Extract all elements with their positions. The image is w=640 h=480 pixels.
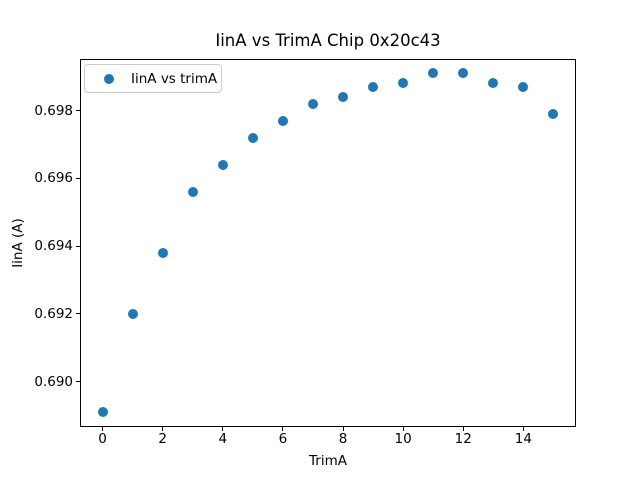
y-tick-label: 0.694 (34, 238, 73, 255)
scatter-point (548, 108, 559, 119)
x-tick (222, 427, 224, 431)
scatter-point (157, 247, 168, 258)
y-tick (76, 245, 80, 247)
y-tick-label: 0.698 (34, 102, 73, 119)
scatter-point (518, 81, 529, 92)
scatter-point (127, 308, 138, 319)
scatter-point (247, 132, 258, 143)
y-tick-label: 0.690 (34, 373, 73, 390)
x-tick-label: 6 (278, 431, 288, 447)
x-tick (522, 427, 524, 431)
scatter-point (277, 115, 288, 126)
scatter-point (458, 68, 469, 79)
y-tick (76, 177, 80, 179)
x-tick (162, 427, 164, 431)
scatter-point (307, 98, 318, 109)
y-tick-label: 0.696 (34, 170, 73, 187)
x-tick-label: 8 (338, 431, 348, 447)
scatter-point (398, 78, 409, 89)
y-tick-label: 0.692 (34, 305, 73, 322)
chart-title: IinA vs TrimA Chip 0x20c43 (215, 31, 441, 50)
x-tick (402, 427, 404, 431)
scatter-point (217, 159, 228, 170)
y-tick (76, 110, 80, 111)
legend: IinA vs trimA (84, 64, 222, 93)
scatter-point (368, 81, 379, 92)
scatter-point (97, 407, 108, 418)
x-tick-label: 12 (454, 431, 472, 447)
plot-area (80, 59, 576, 427)
x-tick (462, 427, 464, 431)
x-tick-label: 10 (394, 431, 412, 447)
x-tick (282, 427, 284, 431)
scatter-point (488, 78, 499, 89)
y-tick (76, 381, 80, 383)
x-tick-label: 4 (218, 431, 228, 447)
x-tick-label: 2 (158, 431, 167, 447)
scatter-point (428, 68, 439, 79)
legend-marker-icon (104, 73, 114, 84)
x-axis-label: TrimA (309, 453, 347, 469)
legend-label: IinA vs trimA (131, 70, 218, 87)
x-tick (102, 427, 104, 431)
scatter-point (187, 186, 198, 197)
x-tick-label: 14 (514, 431, 532, 447)
x-tick-label: 0 (98, 431, 107, 447)
y-tick (76, 313, 80, 315)
x-tick (342, 427, 344, 431)
scatter-point (338, 91, 349, 102)
